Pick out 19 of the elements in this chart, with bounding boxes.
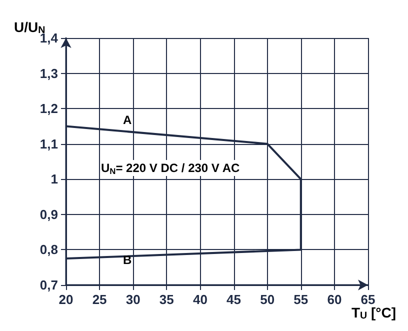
y-tick-label: 1,1 xyxy=(40,136,58,152)
y-tick-label: 1,2 xyxy=(40,101,58,116)
x-tick-label: 55 xyxy=(294,292,308,307)
x-tick-label: 25 xyxy=(92,292,107,307)
y-tick-label: 1,3 xyxy=(40,66,58,81)
annotation: A xyxy=(123,113,132,127)
x-tick-label: 50 xyxy=(260,292,275,307)
x-tick-label: 30 xyxy=(126,292,140,307)
x-tick-label: 65 xyxy=(360,292,376,307)
x-tick-label: 40 xyxy=(192,292,208,307)
y-tick-label: 1 xyxy=(50,172,58,187)
x-tick-label: 60 xyxy=(327,292,342,307)
x-tick-label: 35 xyxy=(159,292,174,307)
x-tick-label: 45 xyxy=(226,292,242,307)
x-tick-label: 20 xyxy=(58,292,74,307)
y-tick-label: 0,8 xyxy=(40,242,58,258)
y-tick-label: 0,7 xyxy=(40,278,58,292)
y-tick-label: 0,9 xyxy=(40,206,58,222)
annotation: B xyxy=(123,253,132,267)
